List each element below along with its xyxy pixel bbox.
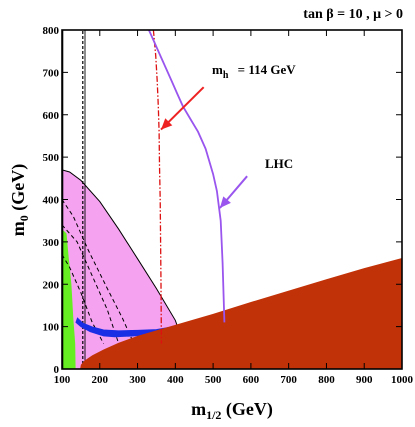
mh-114-line: [152, 30, 163, 344]
y-tick-label: 800: [43, 25, 60, 37]
plot-area: [62, 30, 402, 369]
x-tick-label: 900: [356, 374, 373, 386]
annotation-arrows: [160, 86, 248, 209]
lhc-annotation: LHC: [265, 156, 293, 171]
y-tick-label: 300: [43, 237, 60, 249]
x-tick-label: 600: [243, 374, 260, 386]
mh-arrow-head: [161, 118, 173, 130]
dashed-contour-1: [62, 224, 120, 344]
lhc-arrow-head: [219, 196, 231, 208]
mh-annotation: mh = 114 GeV: [212, 62, 296, 81]
y-tick-label: 500: [43, 152, 60, 164]
x-tick-label: 100: [54, 374, 71, 386]
chart-title: tan β = 10 , μ > 0: [303, 7, 403, 22]
y-axis-label: m0 (GeV): [8, 164, 31, 236]
dashed-contour-2: [62, 199, 135, 344]
y-tick-label: 400: [43, 195, 60, 207]
x-tick-label: 200: [92, 374, 109, 386]
x-tick-label: 300: [129, 374, 146, 386]
x-tick-label: 400: [167, 374, 184, 386]
axis-ticks: 100 200 300 400 500 600 700 800 900 1000010020030…: [43, 25, 414, 386]
y-tick-label: 0: [54, 364, 60, 376]
y-tick-label: 600: [43, 110, 60, 122]
x-axis-label: m1/2 (GeV): [191, 399, 273, 422]
dashed-contour-3: [62, 254, 105, 344]
y-tick-label: 100: [43, 322, 60, 334]
b-s-gamma-region: [62, 229, 76, 369]
x-tick-label: 700: [280, 374, 297, 386]
x-tick-label: 1000: [391, 374, 414, 386]
plot-layers: [62, 30, 402, 369]
y-tick-label: 700: [43, 67, 60, 79]
x-tick-label: 800: [318, 374, 335, 386]
y-tick-label: 200: [43, 279, 60, 291]
charged-lsp-region: [62, 258, 402, 369]
x-tick-label: 500: [205, 374, 222, 386]
lhc-reach-curve: [148, 30, 226, 323]
